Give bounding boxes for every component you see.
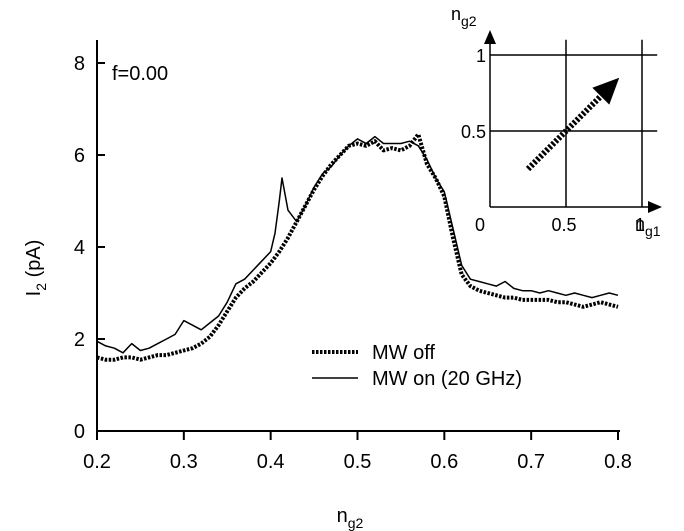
inset-plot: 0 0.5 1 0.5 1 ng2 ng1 [451, 4, 662, 239]
inset-x-tick-label: 0 [475, 215, 485, 235]
inset-y-tick-label: 0.5 [461, 122, 486, 142]
x-tick-label: 0.7 [517, 451, 545, 473]
inset-y-arrowhead [484, 30, 496, 44]
legend: MW off MW on (20 GHz) [312, 342, 522, 390]
x-tick-label: 0.2 [83, 451, 111, 473]
series-line-mw-on [96, 135, 619, 354]
x-tick-label: 0.5 [344, 451, 372, 473]
inset-diagonal-arrow [525, 77, 620, 172]
inset-x-tick-label: 0.5 [551, 215, 576, 235]
inset-arrow-head [592, 77, 620, 105]
y-tick-label: 8 [74, 53, 85, 75]
legend-label-mw-off: MW off [372, 342, 435, 364]
x-tick-label: 0.6 [430, 451, 458, 473]
x-tick-label: 0.3 [170, 451, 198, 473]
series-layer [96, 132, 619, 362]
inset-x-title: ng1 [635, 214, 661, 239]
inset-arrow-shaft [525, 94, 603, 172]
inset-x-tick-label: 1 [635, 215, 645, 235]
inset-y-tick-label: 1 [476, 46, 486, 66]
legend-label-mw-on: MW on (20 GHz) [372, 368, 522, 390]
y-tick-label: 6 [74, 145, 85, 167]
inset-y-title: ng2 [451, 4, 477, 29]
y-tick-label: 2 [74, 329, 85, 351]
x-ticks: 0.2 0.3 0.4 0.5 0.6 0.7 0.8 [83, 431, 632, 473]
x-axis-title: ng2 [337, 505, 364, 531]
x-tick-label: 0.8 [604, 451, 632, 473]
inset-ticks: 0 0.5 1 0.5 1 [461, 46, 645, 235]
series-line-mw-off [96, 132, 619, 362]
y-axis-title: I2 (pA) [23, 240, 49, 297]
y-tick-label: 4 [74, 237, 85, 259]
main-plot: 0 2 4 6 8 0.2 0.3 0.4 0.5 0.6 0.7 0.8 f=0.00 I2 (p… [23, 40, 632, 531]
inset-x-arrowhead [648, 201, 662, 213]
y-ticks: 0 2 4 6 8 [74, 53, 105, 443]
y-tick-label: 0 [74, 421, 85, 443]
inset-grid [490, 39, 658, 207]
x-tick-label: 0.4 [257, 451, 285, 473]
annotation-f: f=0.00 [112, 63, 168, 85]
